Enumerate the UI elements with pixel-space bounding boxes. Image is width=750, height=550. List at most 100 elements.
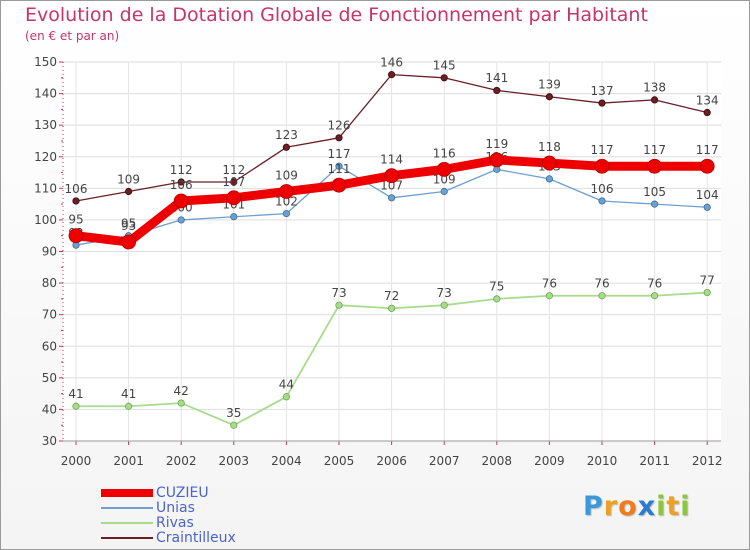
data-point-rivas <box>493 295 501 303</box>
data-point-rivas <box>230 421 238 429</box>
data-label-cuzieu: 116 <box>433 146 456 160</box>
data-point-cuzieu <box>331 177 347 193</box>
data-label-unias: 117 <box>328 147 351 161</box>
y-tick-label: 50 <box>42 371 57 385</box>
data-point-cuzieu <box>226 190 242 206</box>
y-tick-label: 100 <box>34 213 57 227</box>
data-point-cuzieu <box>699 158 715 174</box>
data-point-cuzieu <box>278 184 294 199</box>
data-label-craintilleux: 123 <box>275 128 298 142</box>
data-label-craintilleux: 146 <box>380 55 403 69</box>
logo-letter: r <box>603 491 619 522</box>
data-point-unias <box>598 197 606 205</box>
data-point-cuzieu <box>647 158 662 174</box>
legend-swatch-rivas <box>101 522 153 524</box>
x-tick-label: 2011 <box>639 454 670 468</box>
data-point-cuzieu <box>436 161 452 177</box>
data-label-unias: 104 <box>696 188 719 202</box>
x-tick-label: 2004 <box>271 454 302 468</box>
logo-letter: P <box>583 491 604 522</box>
chart-title: Evolution de la Dotation Globale de Fonc… <box>25 4 648 26</box>
data-label-rivas: 44 <box>279 378 294 392</box>
data-label-rivas: 77 <box>700 273 715 287</box>
x-tick-label: 2000 <box>61 454 92 468</box>
logo-letter: t <box>666 491 681 522</box>
y-tick-label: 40 <box>42 402 57 416</box>
data-label-rivas: 73 <box>331 286 346 300</box>
legend-item-craintilleux: Craintilleux <box>101 531 236 545</box>
data-label-craintilleux: 112 <box>222 163 245 177</box>
legend-swatch-craintilleux <box>101 537 153 539</box>
x-tick-label: 2002 <box>166 454 197 468</box>
data-point-rivas <box>650 292 659 300</box>
data-point-cuzieu <box>68 228 84 244</box>
legend-label-cuzieu: CUZIEU <box>156 485 209 501</box>
data-label-rivas: 73 <box>437 286 452 300</box>
y-tick-label: 70 <box>42 308 57 322</box>
data-label-cuzieu: 109 <box>275 168 298 182</box>
data-point-craintilleux <box>177 178 185 186</box>
data-label-craintilleux: 109 <box>117 172 140 186</box>
data-point-cuzieu <box>121 234 136 250</box>
logo-letter: x <box>637 491 657 522</box>
data-label-unias: 95 <box>121 217 136 231</box>
x-tick-label: 2005 <box>324 454 355 468</box>
data-label-rivas: 75 <box>489 280 504 294</box>
data-label-cuzieu: 117 <box>696 143 719 157</box>
data-point-rivas <box>545 292 554 300</box>
data-point-cuzieu <box>594 158 610 174</box>
chart-subtitle: (en € et par an) <box>25 29 120 43</box>
data-point-craintilleux <box>72 197 80 205</box>
data-label-craintilleux: 112 <box>170 163 193 177</box>
y-tick-label: 110 <box>34 181 57 195</box>
legend-item-rivas: Rivas <box>101 516 194 530</box>
logo-letter: i <box>656 491 667 522</box>
data-label-unias: 102 <box>275 194 298 208</box>
data-point-unias <box>545 175 554 183</box>
data-point-craintilleux <box>440 74 448 82</box>
x-tick-label: 2012 <box>692 454 723 468</box>
data-label-cuzieu: 117 <box>591 143 614 157</box>
legend-swatch-cuzieu <box>101 489 153 497</box>
data-point-craintilleux <box>493 86 501 95</box>
data-label-cuzieu: 114 <box>380 153 403 167</box>
data-label-unias: 105 <box>643 185 666 199</box>
data-point-rivas <box>598 292 606 300</box>
data-label-rivas: 42 <box>174 384 189 398</box>
data-label-cuzieu: 111 <box>328 162 351 176</box>
data-label-craintilleux: 138 <box>643 81 666 95</box>
y-tick-label: 140 <box>34 87 57 101</box>
data-label-craintilleux: 106 <box>65 182 88 196</box>
data-point-rivas <box>440 301 448 309</box>
y-tick-label: 120 <box>34 150 57 164</box>
data-label-cuzieu: 119 <box>485 137 508 151</box>
data-point-rivas <box>125 402 133 410</box>
data-point-craintilleux <box>650 96 659 104</box>
y-tick-label: 60 <box>42 339 57 353</box>
data-label-craintilleux: 141 <box>485 71 508 85</box>
data-point-rivas <box>72 402 80 410</box>
data-point-unias <box>282 210 290 218</box>
y-tick-label: 130 <box>34 118 57 132</box>
legend-item-unias: Unias <box>101 501 195 515</box>
y-tick-label: 30 <box>42 434 57 448</box>
data-point-craintilleux <box>125 187 133 196</box>
data-label-cuzieu: 93 <box>121 219 136 233</box>
data-point-unias <box>387 194 396 202</box>
data-point-rivas <box>335 301 343 309</box>
data-label-rivas: 76 <box>542 277 557 291</box>
x-tick-label: 2009 <box>534 454 565 468</box>
data-label-rivas: 35 <box>226 406 241 420</box>
data-point-cuzieu <box>542 155 557 171</box>
logo-letter: i <box>680 491 691 522</box>
data-point-craintilleux <box>703 108 711 117</box>
x-tick-label: 2006 <box>376 454 407 468</box>
data-label-unias: 107 <box>380 179 403 193</box>
data-point-rivas <box>177 399 185 407</box>
data-point-unias <box>177 216 185 224</box>
data-point-craintilleux <box>335 134 343 142</box>
data-label-craintilleux: 126 <box>328 119 351 133</box>
y-tick-label: 150 <box>34 55 57 69</box>
data-label-cuzieu: 107 <box>222 175 245 189</box>
